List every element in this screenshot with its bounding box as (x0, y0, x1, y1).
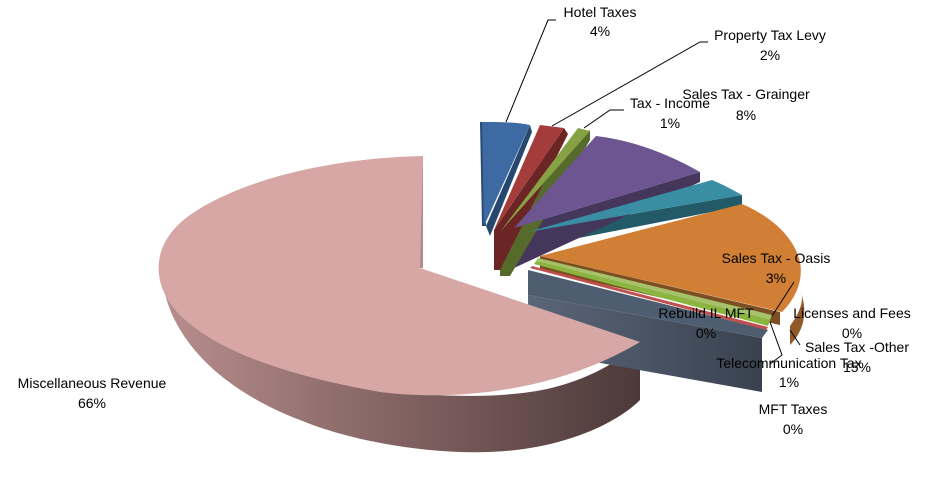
slice-mft (528, 270, 768, 338)
label-misc: Miscellaneous Revenue (18, 375, 167, 391)
slice-licenses (536, 258, 772, 320)
label-income-pct: 1% (660, 115, 680, 131)
data-labels: Hotel Taxes 4% Property Tax Levy 2% Sale… (18, 4, 911, 437)
slice-oasis (528, 180, 742, 232)
label-telecom: Telecommunication Tax (716, 355, 861, 371)
label-mft-pct: 0% (783, 421, 803, 437)
slice-side-misc (162, 270, 640, 453)
slice-side-mft (528, 295, 762, 392)
slice-side-other (780, 290, 805, 345)
leader-telecom (769, 321, 783, 365)
slice-rebuild (530, 266, 768, 330)
label-misc-pct: 66% (78, 395, 106, 411)
leader-licenses (771, 281, 795, 317)
label-income: Tax - Income (630, 95, 710, 111)
label-telecom-pct: 1% (779, 374, 799, 390)
label-grainger: Sales Tax - Grainger (682, 86, 810, 102)
slice-property (494, 125, 564, 230)
label-property: Property Tax Levy (714, 27, 826, 43)
leader-lines (505, 19, 801, 365)
label-rebuild-pct: 0% (696, 325, 716, 341)
slice-income (500, 128, 590, 232)
label-licenses: Licenses and Fees (793, 305, 911, 321)
slice-side-property (494, 128, 568, 270)
label-hotel-pct: 4% (590, 23, 610, 39)
slice-side-grainger (514, 172, 700, 268)
label-rebuild: Rebuild IL MFT (658, 305, 754, 321)
slice-side-hotel-2 (486, 125, 532, 236)
slice-grainger (514, 136, 700, 228)
label-hotel: Hotel Taxes (564, 4, 637, 20)
slice-other (540, 204, 801, 312)
label-other: Sales Tax -Other (805, 339, 909, 355)
label-grainger-pct: 8% (736, 107, 756, 123)
label-oasis: Sales Tax - Oasis (722, 250, 831, 266)
label-licenses-pct: 0% (842, 325, 862, 341)
slice-hotel (482, 122, 530, 226)
leader-hotel (505, 19, 556, 123)
slice-misc (158, 156, 641, 396)
leader-property (551, 41, 708, 127)
leader-other (789, 329, 801, 346)
leader-income (583, 109, 624, 129)
label-mft: MFT Taxes (759, 401, 828, 417)
pie-tops (158, 122, 801, 396)
label-oasis-pct: 3% (766, 270, 786, 286)
label-other-pct: 15% (843, 359, 871, 375)
label-property-pct: 2% (760, 47, 780, 63)
slice-telecom (534, 261, 770, 326)
